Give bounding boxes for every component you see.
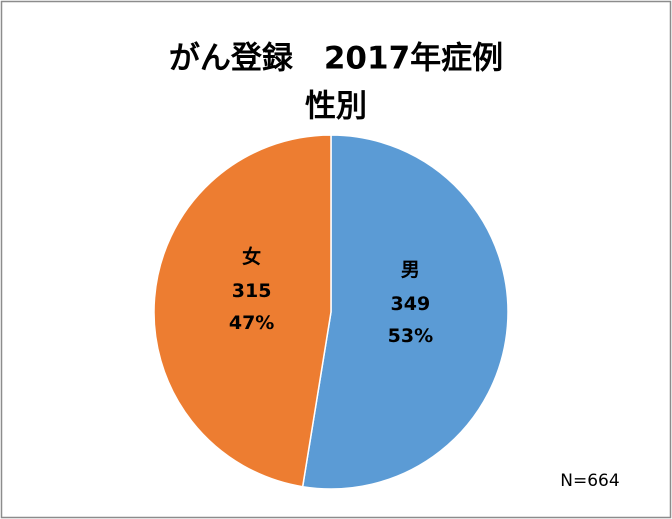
slice-label: 女 — [242, 245, 261, 268]
annotation: N=664 — [560, 471, 619, 491]
chart-title: がん登録 2017年症例 — [169, 41, 503, 77]
chart-title: 性別 — [305, 89, 367, 125]
pie-slice — [153, 134, 332, 488]
pie-slice — [301, 134, 509, 490]
slice-percent-label: 47% — [229, 312, 274, 334]
slice-value-label: 349 — [391, 293, 431, 315]
slice-label: 男 — [401, 259, 420, 281]
slice-value-label: 315 — [232, 280, 272, 302]
slice-percent-label: 53% — [388, 325, 433, 347]
